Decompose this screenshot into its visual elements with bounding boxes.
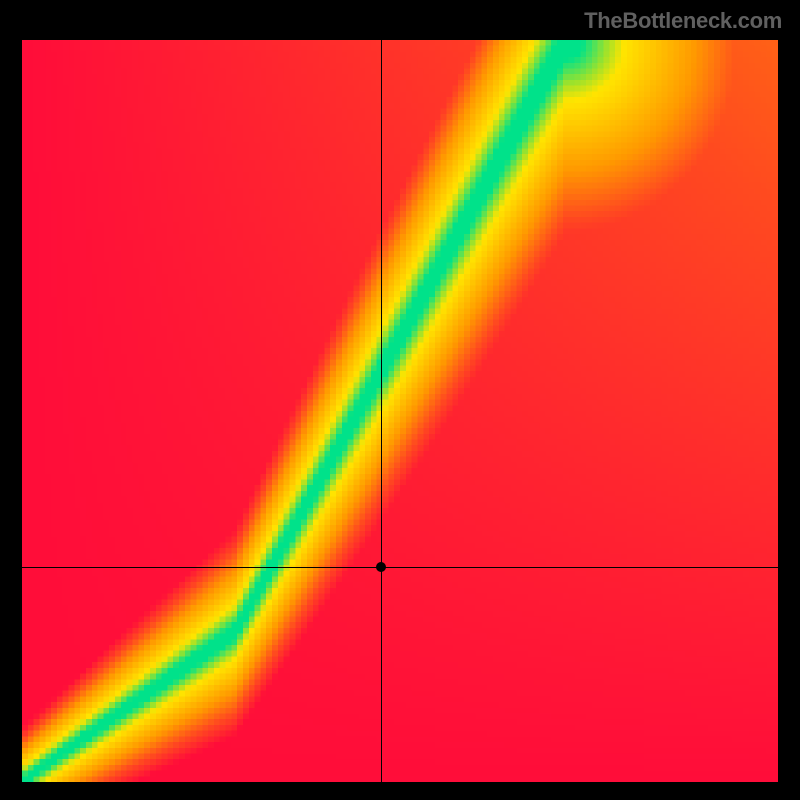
crosshair-vertical bbox=[381, 40, 382, 782]
heatmap-canvas bbox=[22, 40, 778, 782]
crosshair-horizontal bbox=[22, 567, 778, 568]
watermark-text: TheBottleneck.com bbox=[584, 8, 782, 34]
marker-dot bbox=[376, 562, 386, 572]
root-container: TheBottleneck.com bbox=[0, 0, 800, 800]
plot-area bbox=[22, 40, 778, 782]
